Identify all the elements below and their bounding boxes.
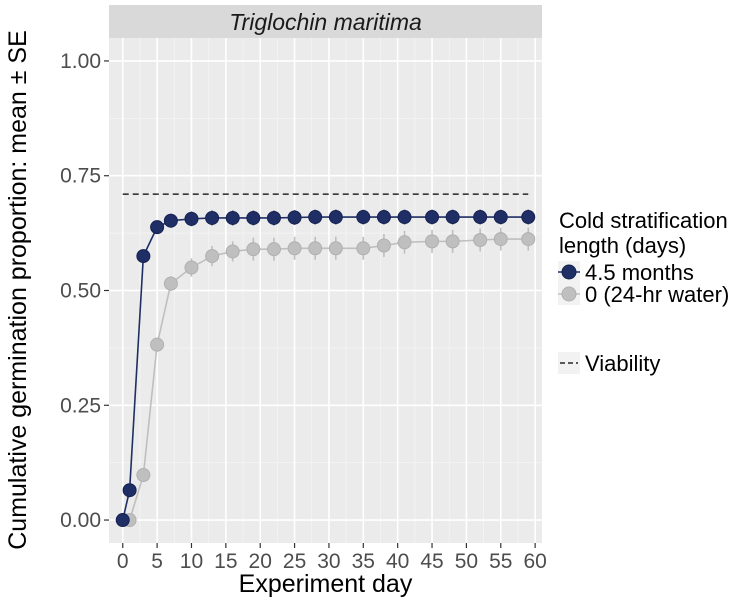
data-point (115, 513, 130, 528)
x-axis-title: Experiment day (239, 570, 413, 598)
data-point (445, 234, 460, 249)
data-point (376, 210, 391, 225)
data-point (205, 210, 220, 225)
y-axis: 0.00 0.25 0.50 0.75 1.00 (60, 50, 109, 532)
data-point (397, 235, 412, 250)
x-tick-label: 15 (214, 550, 237, 573)
x-tick-label: 40 (386, 550, 409, 573)
data-point (163, 276, 178, 291)
data-point (328, 241, 343, 256)
data-point (150, 220, 165, 235)
data-point (150, 337, 165, 352)
data-point (473, 210, 488, 225)
data-point (425, 210, 440, 225)
legend: Cold stratification length (days) 4.5 mo… (558, 208, 729, 376)
x-tick-label: 10 (180, 550, 203, 573)
legend-label-viability: Viability (585, 351, 660, 376)
x-tick-label: 55 (489, 550, 512, 573)
y-tick-label: 1.00 (60, 50, 101, 73)
data-point (225, 210, 240, 225)
data-point (521, 210, 536, 225)
y-axis-title: Cumulative germination proportion: mean … (4, 30, 32, 550)
data-point (287, 241, 302, 256)
data-point (376, 238, 391, 253)
legend-title-line-1: Cold stratification (559, 208, 728, 233)
legend-label-series-2: 0 (24-hr water) (585, 282, 729, 307)
legend-label-series-1: 4.5 months (585, 260, 694, 285)
data-point (397, 210, 412, 225)
x-tick-label: 35 (352, 550, 375, 573)
data-point (328, 210, 343, 225)
data-point (445, 210, 460, 225)
x-tick-label: 60 (523, 550, 546, 573)
data-point (246, 242, 261, 257)
x-tick-label: 45 (420, 550, 443, 573)
data-point (205, 249, 220, 264)
data-point (308, 241, 323, 256)
x-tick-label: 50 (455, 550, 478, 573)
data-point (136, 249, 151, 264)
data-point (266, 210, 281, 225)
data-point (225, 244, 240, 259)
x-tick-label: 5 (151, 550, 163, 573)
data-point (287, 210, 302, 225)
y-tick-label: 0.25 (60, 394, 101, 417)
data-point (184, 260, 199, 275)
data-point (266, 242, 281, 257)
data-point (184, 211, 199, 226)
x-tick-label: 25 (283, 550, 306, 573)
series-layer (115, 209, 536, 528)
series-2 (115, 227, 536, 528)
x-tick-label: 0 (117, 550, 129, 573)
series-1 (115, 209, 536, 528)
legend-marker-series-1 (561, 264, 577, 280)
y-tick-label: 0.50 (60, 280, 101, 303)
y-tick-label: 0.00 (60, 509, 101, 532)
facet-title: Triglochin maritima (229, 9, 422, 35)
data-point (473, 233, 488, 247)
data-point (493, 210, 508, 225)
x-axis: 0 5 10 15 20 25 30 35 40 45 50 55 60 (117, 543, 547, 573)
data-point (521, 232, 536, 247)
data-point (425, 234, 440, 249)
major-gridlines (109, 38, 542, 543)
x-tick-label: 30 (317, 550, 340, 573)
legend-marker-series-2 (561, 286, 577, 302)
x-tick-label: 20 (249, 550, 272, 573)
data-point (136, 468, 151, 483)
data-point (493, 232, 508, 247)
data-point (163, 213, 178, 228)
facet-strip (109, 5, 542, 38)
data-point (356, 241, 371, 256)
data-point (246, 210, 261, 225)
data-point (308, 210, 323, 225)
data-point (356, 210, 371, 225)
y-tick-label: 0.75 (60, 165, 101, 188)
data-point (122, 483, 137, 498)
legend-title-line-2: length (days) (559, 233, 686, 258)
